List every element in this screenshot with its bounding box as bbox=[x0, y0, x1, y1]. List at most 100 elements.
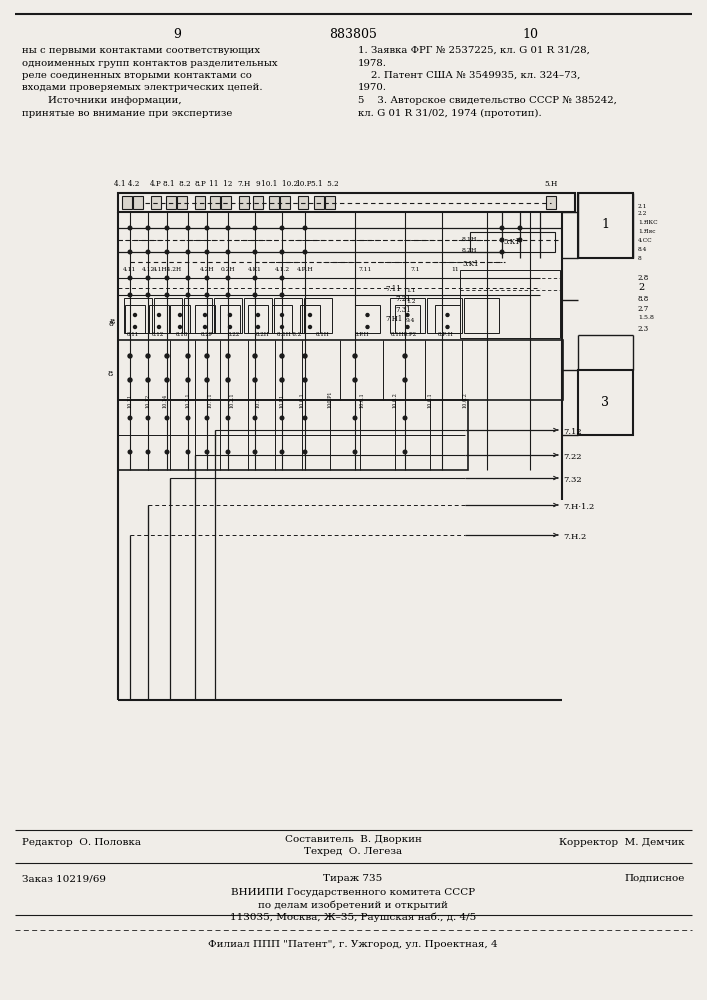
Circle shape bbox=[146, 293, 150, 297]
Bar bbox=[244, 298, 272, 333]
Circle shape bbox=[281, 314, 284, 316]
Circle shape bbox=[146, 226, 150, 230]
Text: принятые во внимание при экспертизе: принятые во внимание при экспертизе bbox=[22, 108, 233, 117]
Text: 10.1  10.2: 10.1 10.2 bbox=[262, 180, 298, 188]
Bar bbox=[122, 196, 132, 209]
Circle shape bbox=[134, 326, 136, 328]
Bar bbox=[298, 196, 308, 209]
Circle shape bbox=[446, 326, 449, 328]
Text: 2.1: 2.1 bbox=[638, 204, 648, 209]
Text: 8.P: 8.P bbox=[194, 180, 206, 188]
Text: 8.8: 8.8 bbox=[638, 295, 649, 303]
Text: 10.0.1: 10.0.1 bbox=[428, 392, 433, 408]
Bar bbox=[460, 270, 560, 338]
Circle shape bbox=[366, 314, 369, 316]
Circle shape bbox=[204, 326, 206, 328]
Text: Корректор  М. Демчик: Корректор М. Демчик bbox=[559, 838, 685, 847]
Text: 7.H.2: 7.H.2 bbox=[563, 533, 586, 541]
Bar bbox=[184, 298, 212, 333]
Text: 10.14: 10.14 bbox=[163, 394, 168, 408]
Text: 2.3: 2.3 bbox=[638, 325, 649, 333]
Bar bbox=[280, 196, 290, 209]
Text: Техред  О. Легеза: Техред О. Легеза bbox=[304, 847, 402, 856]
Circle shape bbox=[403, 354, 407, 358]
Bar bbox=[149, 305, 169, 333]
Bar bbox=[118, 193, 575, 212]
Circle shape bbox=[128, 226, 132, 230]
Circle shape bbox=[146, 450, 150, 454]
Circle shape bbox=[128, 276, 132, 280]
Circle shape bbox=[146, 354, 150, 358]
Bar bbox=[166, 196, 176, 209]
Circle shape bbox=[257, 326, 259, 328]
Text: 8.2P: 8.2P bbox=[201, 332, 214, 337]
Text: 8: 8 bbox=[107, 370, 113, 378]
Text: 1.Яяс: 1.Яяс bbox=[638, 229, 655, 234]
Circle shape bbox=[253, 354, 257, 358]
Text: 7.11: 7.11 bbox=[358, 267, 372, 272]
Circle shape bbox=[226, 293, 230, 297]
Circle shape bbox=[500, 250, 504, 254]
Text: 7.11: 7.11 bbox=[385, 285, 401, 293]
Text: 1. Заявка ФРГ № 2537225, кл. G 01 R 31/28,: 1. Заявка ФРГ № 2537225, кл. G 01 R 31/2… bbox=[358, 46, 590, 55]
Bar bbox=[239, 196, 249, 209]
Circle shape bbox=[280, 354, 284, 358]
Circle shape bbox=[353, 354, 357, 358]
Bar bbox=[124, 298, 152, 333]
Circle shape bbox=[128, 378, 132, 382]
Circle shape bbox=[146, 416, 150, 420]
Text: 4.K1: 4.K1 bbox=[248, 267, 262, 272]
Text: 7.Н1: 7.Н1 bbox=[385, 315, 402, 323]
Bar bbox=[214, 298, 242, 333]
Text: 8: 8 bbox=[110, 318, 115, 326]
Circle shape bbox=[134, 314, 136, 316]
Circle shape bbox=[253, 378, 257, 382]
Circle shape bbox=[303, 354, 307, 358]
Text: 4.P: 4.P bbox=[150, 180, 162, 188]
Text: 8.1Н: 8.1Н bbox=[315, 332, 329, 337]
Text: 4.1Н4.2Н: 4.1Н4.2Н bbox=[153, 267, 182, 272]
Circle shape bbox=[226, 378, 230, 382]
Circle shape bbox=[165, 450, 169, 454]
Circle shape bbox=[226, 450, 230, 454]
Text: 5.1  5.2: 5.1 5.2 bbox=[311, 180, 339, 188]
Text: 10.2.1: 10.2.1 bbox=[230, 392, 235, 408]
Text: 10.7.1: 10.7.1 bbox=[207, 392, 213, 408]
Circle shape bbox=[228, 326, 231, 328]
Circle shape bbox=[403, 416, 407, 420]
Circle shape bbox=[165, 276, 169, 280]
Text: 2.7: 2.7 bbox=[638, 305, 649, 313]
Bar bbox=[272, 305, 292, 333]
Text: одноименных групп контактов разделительных: одноименных групп контактов разделительн… bbox=[22, 58, 278, 68]
Circle shape bbox=[303, 450, 307, 454]
Circle shape bbox=[446, 314, 449, 316]
Text: 10.0.2: 10.0.2 bbox=[392, 392, 397, 408]
Text: 10.12: 10.12 bbox=[146, 394, 151, 408]
Text: 10.P1: 10.P1 bbox=[279, 394, 284, 408]
Text: 4.СС: 4.СС bbox=[638, 238, 653, 243]
Circle shape bbox=[257, 314, 259, 316]
Bar bbox=[304, 298, 332, 333]
Text: 7.1: 7.1 bbox=[410, 267, 420, 272]
Text: 1: 1 bbox=[601, 219, 609, 232]
Text: 10.0.1: 10.0.1 bbox=[300, 392, 305, 408]
Text: Источники информации,: Источники информации, bbox=[22, 96, 182, 105]
Text: 4.2Н: 4.2Н bbox=[200, 267, 214, 272]
Text: 10.0.1: 10.0.1 bbox=[359, 392, 365, 408]
Circle shape bbox=[165, 293, 169, 297]
Circle shape bbox=[128, 250, 132, 254]
Text: кл. G 01 R 31/02, 1974 (прототип).: кл. G 01 R 31/02, 1974 (прототип). bbox=[358, 108, 542, 118]
Text: 10.0.2: 10.0.2 bbox=[462, 392, 467, 408]
Circle shape bbox=[308, 326, 312, 328]
Circle shape bbox=[146, 276, 150, 280]
Text: 7.21: 7.21 bbox=[395, 295, 411, 303]
Circle shape bbox=[253, 416, 257, 420]
Text: ВНИИПИ Государственного комитета СССР: ВНИИПИ Государственного комитета СССР bbox=[231, 888, 475, 897]
Text: 8.1Н8.Р2: 8.1Н8.Р2 bbox=[391, 332, 417, 337]
Circle shape bbox=[280, 293, 284, 297]
Text: Подписное: Подписное bbox=[624, 874, 685, 883]
Circle shape bbox=[205, 250, 209, 254]
Text: 10.P: 10.P bbox=[295, 180, 311, 188]
Circle shape bbox=[186, 276, 189, 280]
Text: 8.Р.Н: 8.Р.Н bbox=[437, 332, 452, 337]
